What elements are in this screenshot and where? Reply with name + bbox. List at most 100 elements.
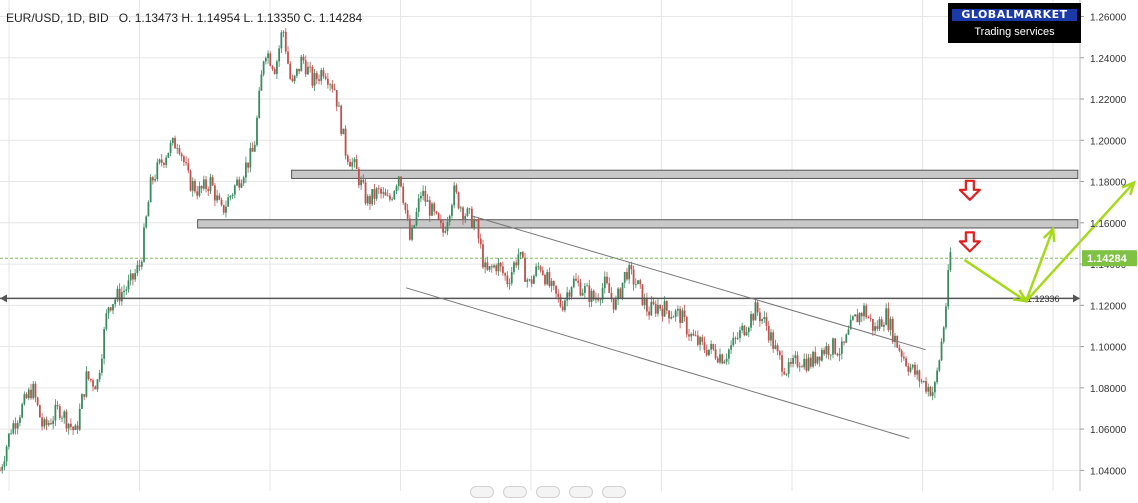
candle-body [23,394,26,405]
candle-body [264,58,267,62]
candle-body [342,128,345,135]
candle-body [812,351,814,367]
support-line-left-arrow [0,294,7,303]
candle-body [599,299,602,301]
current-price-label: 1.14284 [1087,253,1128,265]
candle-body [169,143,172,153]
candle-body [346,155,349,162]
candle-body [211,177,214,186]
candle-body [621,282,624,299]
candle-body [803,358,806,368]
candle-body [838,353,841,356]
candle-body [247,162,250,168]
resistance-zones [197,169,1079,229]
candle-body [610,292,613,299]
y-tick-label: 1.24000 [1090,54,1127,65]
y-tick-label: 1.10000 [1090,343,1127,354]
candle-body [411,227,413,240]
candle-body [581,292,584,296]
channel-upper-line [470,215,926,351]
forecast-arrow-line [1024,228,1055,302]
candle-body [564,300,566,311]
candle-body [393,191,396,200]
timeframe-switcher[interactable] [470,485,635,503]
y-tick-label: 1.12000 [1090,301,1127,312]
candle-body [10,433,12,435]
candle-body [533,275,535,284]
price-chart[interactable]: 1.12336 1.26000 1.24000 1.22000 1.20000 1.18… [0,0,1138,491]
nav-dot[interactable] [470,486,494,498]
forecast-arrow-head [1042,226,1056,243]
candle-body [537,266,540,268]
candle-body [282,31,285,33]
candle-body [743,325,746,336]
support-line-label: 1.12336 [1027,294,1060,304]
candle-body [114,299,117,305]
candle-body [295,68,298,76]
candle-body [526,279,529,282]
candle-body [112,304,114,311]
candle-body [98,372,101,380]
candle-body [619,288,622,299]
candle-body [171,138,174,144]
nav-dot[interactable] [602,486,626,498]
candle-body [428,200,431,216]
candle-body [143,227,145,262]
candle-body [233,185,236,195]
nav-dot[interactable] [536,486,560,498]
candle-body [262,61,265,75]
candle-body [242,177,245,184]
candle-body [145,216,148,228]
candle-body [681,310,684,323]
candle-body [422,190,425,196]
candle-body [690,333,693,337]
candle-body [774,345,777,349]
candle-body [752,314,755,321]
candle-body [688,334,690,337]
candle-body [816,356,819,364]
candle-body [922,380,925,382]
nav-dot[interactable] [503,486,527,498]
candle-body [191,180,194,191]
candle-body [140,261,143,267]
candle-body [493,265,495,268]
candle-body [218,195,221,200]
candle-body [843,341,845,343]
nav-dot[interactable] [569,486,593,498]
candle-body [32,383,35,399]
candle-body [524,257,526,282]
candle-body [654,303,657,314]
ohlc-values: O. 1.13473 H. 1.14954 L. 1.13350 C. 1.14… [118,11,363,25]
candle-body [659,304,662,309]
candle-body [455,185,458,193]
candle-body [320,70,323,81]
candle-body [373,189,376,199]
candle-body [513,262,515,273]
candle-body [798,366,801,368]
candle-body [501,266,504,274]
candle-body [557,293,560,297]
candle-body [271,65,274,70]
candle-body [389,195,391,200]
candle-body [322,70,325,77]
candle-body [827,346,830,355]
candle-body [836,353,839,356]
candle-body [641,284,644,306]
candle-body [21,404,24,418]
chart-header: EUR/USD, 1D, BID O. 1.13473 H. 1.14954 L… [6,11,362,25]
candle-body [253,144,256,152]
candle-body [488,266,491,270]
candle-body [362,179,365,183]
candle-body [683,310,686,317]
candle-body [101,358,103,373]
candle-body [165,157,168,165]
candle-body [482,244,484,268]
candle-body [867,317,870,319]
candle-body [209,177,212,191]
candle-body [333,88,336,91]
price-axis: 1.26000 1.24000 1.22000 1.20000 1.18000 1.160… [1079,0,1137,491]
candle-body [807,357,810,371]
candle-body [231,194,234,196]
candle-body [703,341,706,351]
candle-body [313,73,316,86]
